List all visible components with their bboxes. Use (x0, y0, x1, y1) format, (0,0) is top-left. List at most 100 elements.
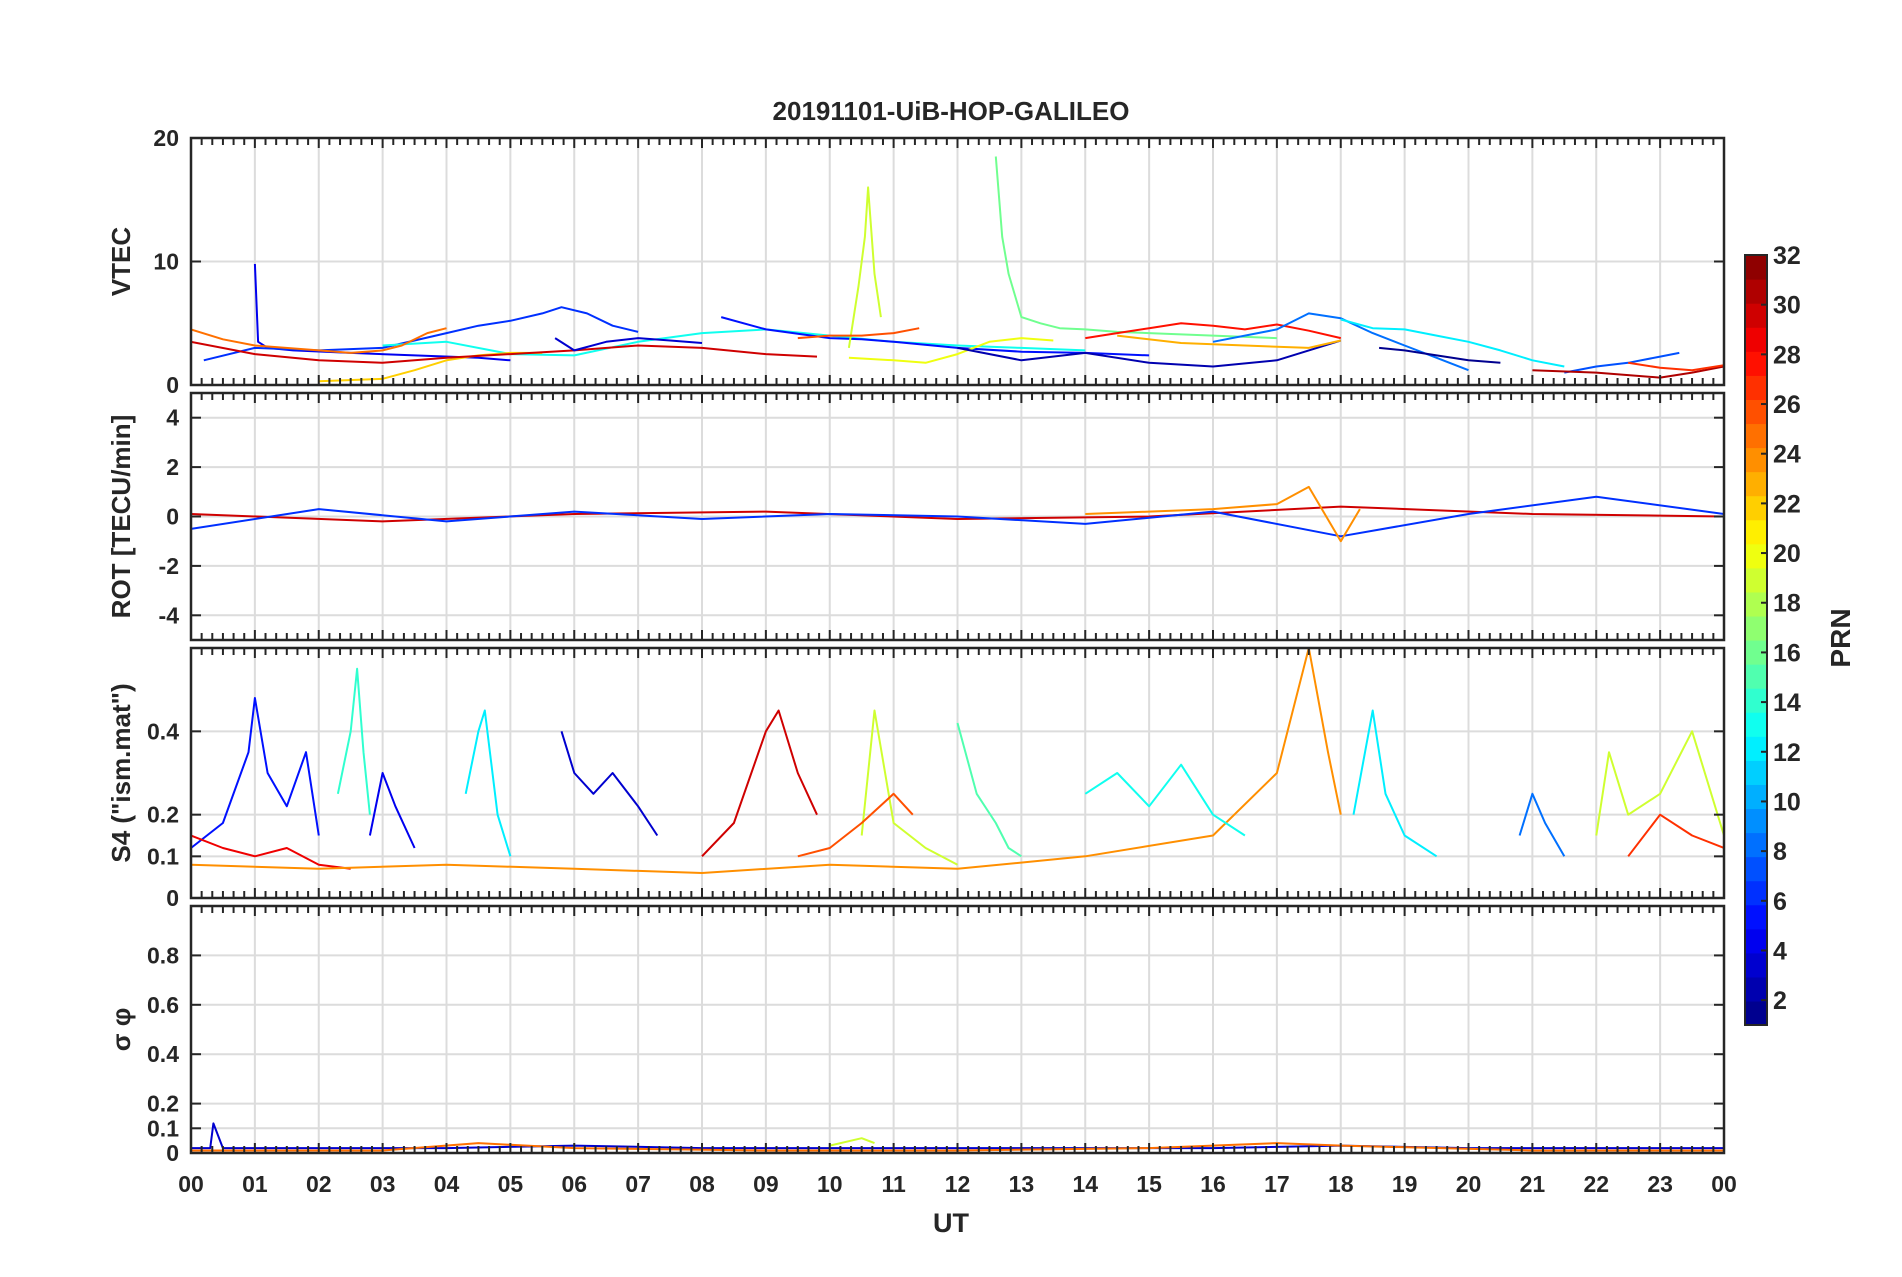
x-tick-label: 09 (753, 1171, 779, 1197)
x-tick-label: 23 (1647, 1171, 1673, 1197)
colorbar-segment (1745, 591, 1767, 617)
colorbar-segment (1745, 928, 1767, 954)
colorbar-segment (1745, 615, 1767, 641)
colorbar-tick-label: 10 (1773, 788, 1801, 816)
x-tick-label: 03 (370, 1171, 396, 1197)
series-line-prn-19 (829, 1137, 875, 1147)
series-line-prn-7 (1564, 351, 1680, 374)
series-line-prn-31 (1532, 365, 1724, 379)
series-line-prn-3 (554, 337, 703, 352)
x-tick-label: 00 (1711, 1171, 1737, 1197)
y-tick-label: 0.6 (147, 992, 179, 1018)
colorbar-segment (1745, 808, 1767, 834)
series-line-prn-12 (1352, 709, 1438, 858)
x-tick-label: 07 (625, 1171, 651, 1197)
colorbar-segment (1745, 567, 1767, 593)
series-line-prn-19 (847, 186, 882, 349)
x-tick-label: 02 (306, 1171, 332, 1197)
colorbar-segment (1745, 255, 1767, 280)
colorbar-segment (1745, 904, 1767, 930)
series-line-prn-26 (797, 327, 920, 340)
colorbar-segment (1745, 664, 1767, 689)
colorbar-segment (1745, 303, 1767, 328)
panel-rot: -4 -2 0 2 4 ROT [TECU/min] (106, 391, 1726, 642)
colorbar-segment (1745, 784, 1767, 810)
colorbar-segment (1745, 543, 1767, 569)
y-axis-label: σ φ (106, 1008, 136, 1052)
y-tick-label: 20 (153, 125, 179, 151)
series-line-prn-24 (191, 648, 1342, 874)
y-tick-label: 2 (166, 454, 179, 480)
x-tick-label: 14 (1072, 1171, 1098, 1197)
series-line-prn-29 (191, 834, 351, 870)
x-tick-label: 10 (817, 1171, 843, 1197)
y-tick-label: 0 (166, 1140, 179, 1166)
x-tick-label: 13 (1009, 1171, 1035, 1197)
colorbar-segment (1745, 736, 1767, 761)
series-line-prn-24 (1085, 485, 1361, 543)
y-tick-label: 0 (166, 504, 179, 530)
colorbar-tick-label: 4 (1773, 937, 1787, 965)
x-tick-labels: 00 01 02 03 04 05 06 07 08 09 10 11 12 13 14 15 16 17 18 19… (178, 1171, 1737, 1197)
colorbar-tick-label: 26 (1773, 391, 1801, 419)
series-line-prn-12 (464, 709, 512, 857)
colorbar-frame (1744, 254, 1768, 1026)
series-line-prn-8 (1518, 792, 1566, 857)
colorbar-tick-label: 8 (1773, 838, 1787, 866)
figure-title: 20191101-UiB-HOP-GALILEO (773, 96, 1130, 126)
y-tick-label: 0.1 (147, 1115, 179, 1141)
series-line-prn-13 (1084, 763, 1246, 837)
x-tick-label: 17 (1264, 1171, 1290, 1197)
y-tick-label: 0.1 (147, 843, 179, 869)
colorbar-segment (1745, 688, 1767, 713)
y-tick-label: 0.4 (147, 1041, 179, 1067)
y-tick-label: -2 (159, 553, 179, 579)
colorbar-tick-label: 6 (1773, 888, 1787, 916)
y-tick-label: 0.4 (147, 718, 179, 744)
x-tick-label: 00 (178, 1171, 204, 1197)
x-tick-label: 05 (498, 1171, 524, 1197)
x-tick-label: 08 (689, 1171, 715, 1197)
series-line-prn-2 (957, 339, 1342, 368)
series-line-prn-30 (701, 709, 818, 857)
colorbar-segment (1745, 447, 1767, 473)
colorbar-segment (1745, 976, 1767, 1002)
x-tick-label: 16 (1200, 1171, 1226, 1197)
x-tick-label: 22 (1583, 1171, 1609, 1197)
x-tick-label: 01 (242, 1171, 268, 1197)
colorbar-tick-label: 28 (1773, 341, 1801, 369)
x-tick-label: 21 (1520, 1171, 1546, 1197)
colorbar-tick-label: 24 (1773, 441, 1801, 469)
series-line-prn-6 (203, 306, 639, 362)
series-line-prn-23 (1117, 334, 1342, 349)
y-tick-label: 0.2 (147, 1091, 179, 1117)
series-line-prn-30 (191, 340, 818, 364)
colorbar-tick-label: 20 (1773, 540, 1801, 568)
series-line-prn-28 (1085, 322, 1342, 340)
panel-vtec: 0 10 20 VTEC (106, 125, 1726, 398)
colorbar-segment (1745, 375, 1767, 400)
series-line-prn-19 (1595, 730, 1724, 836)
y-axis-label: ROT [TECU/min] (106, 415, 136, 619)
y-tick-label: 0 (166, 885, 179, 911)
series-line-prn-16 (994, 156, 1277, 340)
series-group (191, 485, 1724, 543)
y-tick-label: 4 (166, 405, 179, 431)
y-tick-label: 0.8 (147, 942, 179, 968)
colorbar-tick-label: 14 (1773, 689, 1801, 717)
y-axis-label: VTEC (106, 227, 136, 297)
y-axis-label: S4 ("ism.mat") (106, 683, 136, 862)
colorbar-tick-label: 12 (1773, 739, 1801, 767)
colorbar-segment (1745, 399, 1767, 425)
colorbar-tick-label: 18 (1773, 590, 1801, 618)
colorbar-segment (1745, 519, 1767, 545)
colorbar-segment (1745, 640, 1767, 665)
colorbar-segment (1745, 351, 1767, 376)
y-tick-label: 0.2 (147, 802, 179, 828)
x-tick-label: 12 (945, 1171, 971, 1197)
colorbar-segment (1745, 495, 1767, 521)
colorbar-segment (1745, 423, 1767, 449)
